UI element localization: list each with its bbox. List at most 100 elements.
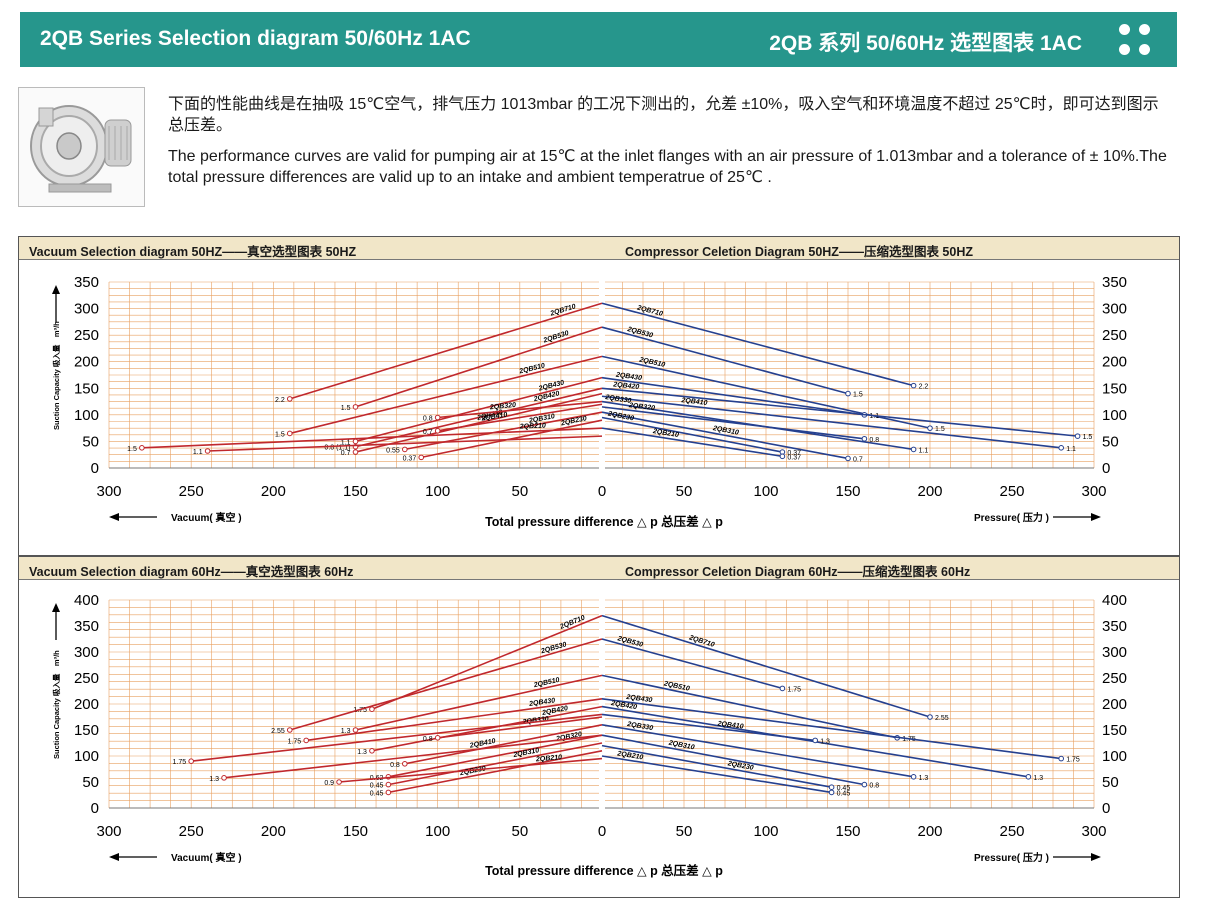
x-tick-label: 150	[835, 483, 860, 500]
series-end-label-pressure-2QB320: 0.8	[869, 437, 879, 444]
series-line-pressure-2QB410	[601, 713, 816, 742]
series-end-label-pressure-2QB430: 1.75	[1066, 757, 1080, 764]
y-tick-label-right: 100	[1102, 748, 1127, 765]
series-end-label-vacuum-2QB430: 1.75	[288, 738, 302, 745]
vacuum-title-60hz: Vacuum Selection diagram 60Hz——真空选型图表 60…	[29, 565, 354, 579]
intro-chinese: 下面的性能曲线是在抽吸 15℃空气，排气压力 1013mbar 的工况下测出的，…	[168, 96, 1159, 134]
x-tick-label: 150	[835, 823, 860, 840]
series-end-marker-vacuum-2QB210-b	[204, 448, 211, 454]
chart-header-60hz: Vacuum Selection diagram 60Hz——真空选型图表 60…	[19, 557, 1179, 580]
y-axis-arrowhead	[52, 285, 60, 294]
y-tick-label-right: 50	[1102, 433, 1119, 450]
series-end-label-vacuum-2QB410: 0.7	[423, 429, 433, 436]
series-end-marker-pressure-2QB210	[828, 789, 835, 796]
y-tick-label-right: 0	[1102, 460, 1110, 477]
pressure-label: Pressure( 压力 )	[974, 851, 1049, 864]
y-tick-label-left: 250	[74, 327, 99, 344]
series-line-vacuum-2QB710	[371, 614, 603, 710]
y-axis-label: Suction Capacity 吸入量 m³/h	[51, 321, 61, 430]
pressure-title-50hz: Compressor Celetion Diagram 50HZ——压缩选型图表…	[625, 245, 973, 259]
vacuum-arrowhead	[109, 853, 119, 861]
y-tick-label-left: 350	[74, 618, 99, 635]
series-line-vacuum-2QB510	[355, 674, 603, 731]
y-tick-label-left: 100	[74, 748, 99, 765]
series-name-pressure-2QB420: 2QB420	[610, 700, 638, 711]
y-tick-label-right: 350	[1102, 618, 1127, 635]
y-tick-label-right: 250	[1102, 327, 1127, 344]
series-line-pressure-2QB420	[601, 387, 1078, 437]
series-name-vacuum-2QB330: 2QB330	[521, 716, 549, 726]
series-end-marker-vacuum-2QB410	[402, 761, 408, 767]
y-tick-label-right: 350	[1102, 274, 1127, 291]
y-tick-label-left: 50	[82, 774, 99, 791]
series-end-marker-pressure-2QB330	[910, 446, 917, 453]
pressure-arrowhead	[1091, 513, 1101, 521]
series-end-marker-pressure-2QB510	[927, 425, 933, 431]
series-line-pressure-2QB510	[601, 674, 898, 739]
x-tick-label: 300	[96, 823, 121, 840]
series-end-label-pressure-2QB710: 2.55	[935, 715, 949, 722]
series-end-label-vacuum-2QB420: 0.8 (1.1)	[324, 445, 350, 452]
series-end-marker-pressure-2QB430	[1058, 755, 1064, 762]
y-tick-label-right: 50	[1102, 774, 1119, 791]
y-tick-label-right: 200	[1102, 354, 1127, 371]
blower-product-image	[18, 87, 145, 207]
series-end-label-vacuum-2QB210-d: 1.3	[209, 776, 219, 783]
y-tick-label-left: 100	[74, 407, 99, 424]
series-line-vacuum-2QB410	[437, 403, 603, 432]
y-tick-label-right: 300	[1102, 301, 1127, 318]
y-tick-label-right: 0	[1102, 800, 1110, 817]
series-end-marker-pressure-2QB530	[779, 685, 786, 692]
series-end-label-vacuum-2QB210: 1.5	[127, 446, 137, 453]
x-tick-label: 100	[425, 483, 450, 500]
series-end-marker-vacuum-2QB710	[286, 396, 293, 402]
series-end-marker-vacuum-2QB230	[418, 454, 425, 461]
series-line-vacuum-2QB210-b	[207, 435, 603, 452]
y-tick-label-left: 50	[82, 433, 99, 450]
y-axis-arrowhead	[52, 603, 60, 612]
series-line-pressure-2QB330	[601, 724, 914, 778]
series-end-marker-vacuum-2QB530	[286, 727, 293, 733]
series-end-label-pressure-2QB330: 1.1	[919, 447, 929, 454]
series-end-label-vacuum-2QB330: 0.8	[423, 736, 433, 743]
intro-text: 下面的性能曲线是在抽吸 15℃空气，排气压力 1013mbar 的工况下测出的，…	[168, 94, 1168, 198]
series-line-pressure-2QB410	[601, 395, 1062, 449]
series-line-vacuum-2QB330	[355, 392, 603, 453]
series-line-pressure-2QB210	[601, 427, 783, 458]
vacuum-arrowhead	[109, 513, 119, 521]
pressure-arrowhead	[1091, 853, 1101, 861]
y-tick-label-left: 0	[91, 460, 99, 477]
x-tick-label: 100	[753, 823, 778, 840]
series-name-vacuum-2QB410: 2QB410	[480, 412, 508, 423]
y-tick-label-right: 150	[1102, 380, 1127, 397]
x-tick-label: 0	[598, 483, 606, 500]
x-tick-label: 250	[179, 823, 204, 840]
series-end-label-vacuum-2QB210-c: 1.75	[173, 759, 187, 766]
series-end-label-pressure-2QB210: 0.45	[837, 790, 851, 797]
y-tick-label-right: 100	[1102, 407, 1127, 424]
series-end-label-vacuum-2QB210: 0.9	[324, 780, 334, 787]
series-name-pressure-2QB320: 2QB320	[628, 402, 656, 412]
series-end-label-vacuum-2QB230: 0.45	[370, 790, 384, 797]
series-end-marker-pressure-2QB230	[828, 784, 835, 790]
series-name-vacuum-2QB430: 2QB430	[528, 697, 556, 708]
pressure-label: Pressure( 压力 )	[974, 511, 1049, 524]
x-tick-label: 250	[179, 483, 204, 500]
series-end-label-vacuum-2QB320: 0.8	[423, 416, 433, 423]
series-end-label-vacuum-2QB230: 0.37	[403, 455, 417, 462]
series-name-vacuum-2QB710: 2QB710	[558, 614, 586, 631]
series-line-vacuum-2QB210-d	[223, 734, 603, 779]
x-tick-label: 50	[511, 823, 528, 840]
series-end-label-vacuum-2QB430: 1.1	[341, 439, 351, 446]
series-end-marker-pressure-2QB320	[861, 435, 868, 442]
series-end-marker-pressure-2QB420	[1074, 433, 1081, 439]
series-end-label-pressure-2QB230: 0.37	[787, 450, 801, 457]
series-end-label-vacuum-2QB510: 1.3	[341, 728, 351, 735]
series-end-marker-pressure-2QB420	[1025, 774, 1032, 780]
series-end-marker-vacuum-2QB510	[286, 430, 293, 437]
y-tick-label-right: 150	[1102, 722, 1127, 739]
series-line-vacuum-2QB510	[289, 355, 603, 435]
series-name-pressure-2QB410: 2QB410	[716, 720, 744, 730]
series-line-pressure-2QB710	[601, 302, 914, 387]
chart-50hz: 0 0 50 50 100 100 150 150 200 200 250 250 300 300 350 3…	[51, 274, 1127, 529]
